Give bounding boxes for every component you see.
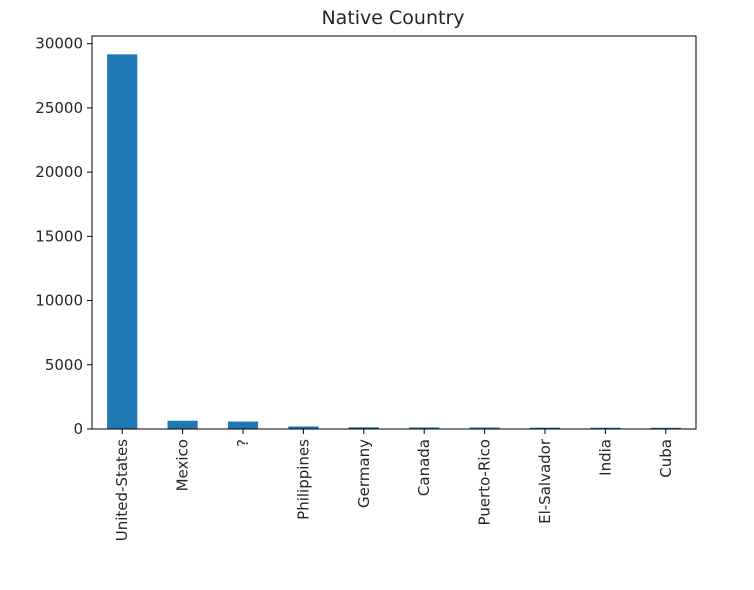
- bar: [288, 426, 319, 429]
- x-tick-label: Canada: [415, 439, 433, 496]
- bar: [469, 427, 500, 429]
- bar: [227, 421, 259, 429]
- y-tick-label: 5000: [45, 356, 83, 374]
- chart-title: Native Country: [321, 7, 464, 29]
- bar: [348, 427, 379, 429]
- y-tick-label: 30000: [35, 35, 83, 53]
- bar: [409, 427, 440, 429]
- bar: [650, 427, 681, 429]
- x-tick-label: Puerto-Rico: [476, 439, 494, 525]
- y-tick-label: 25000: [35, 99, 83, 117]
- bar: [590, 427, 621, 429]
- bar: [107, 54, 138, 429]
- x-tick-label: Cuba: [657, 439, 675, 478]
- y-tick-label: 15000: [35, 227, 83, 245]
- x-tick-label: El-Salvador: [536, 438, 554, 524]
- x-tick-label: Mexico: [174, 439, 192, 491]
- x-tick-label: Philippines: [294, 439, 312, 520]
- x-tick-label: Germany: [355, 439, 373, 508]
- x-axis: United-States Mexico? Philippines Germany Ca…: [113, 429, 675, 541]
- y-axis: 0 5000 10000 15000 20000 25000 30000: [35, 35, 92, 438]
- bar: [529, 427, 561, 429]
- x-tick-label: India: [596, 439, 614, 476]
- x-tick-label: ?: [234, 439, 252, 447]
- bar: [167, 420, 198, 429]
- bars: [107, 54, 681, 429]
- x-tick-label: United-States: [113, 439, 131, 541]
- y-tick-label: 20000: [35, 163, 83, 181]
- plot-frame: [91, 35, 697, 430]
- y-tick-label: 10000: [35, 292, 83, 310]
- y-tick-label: 0: [73, 420, 83, 438]
